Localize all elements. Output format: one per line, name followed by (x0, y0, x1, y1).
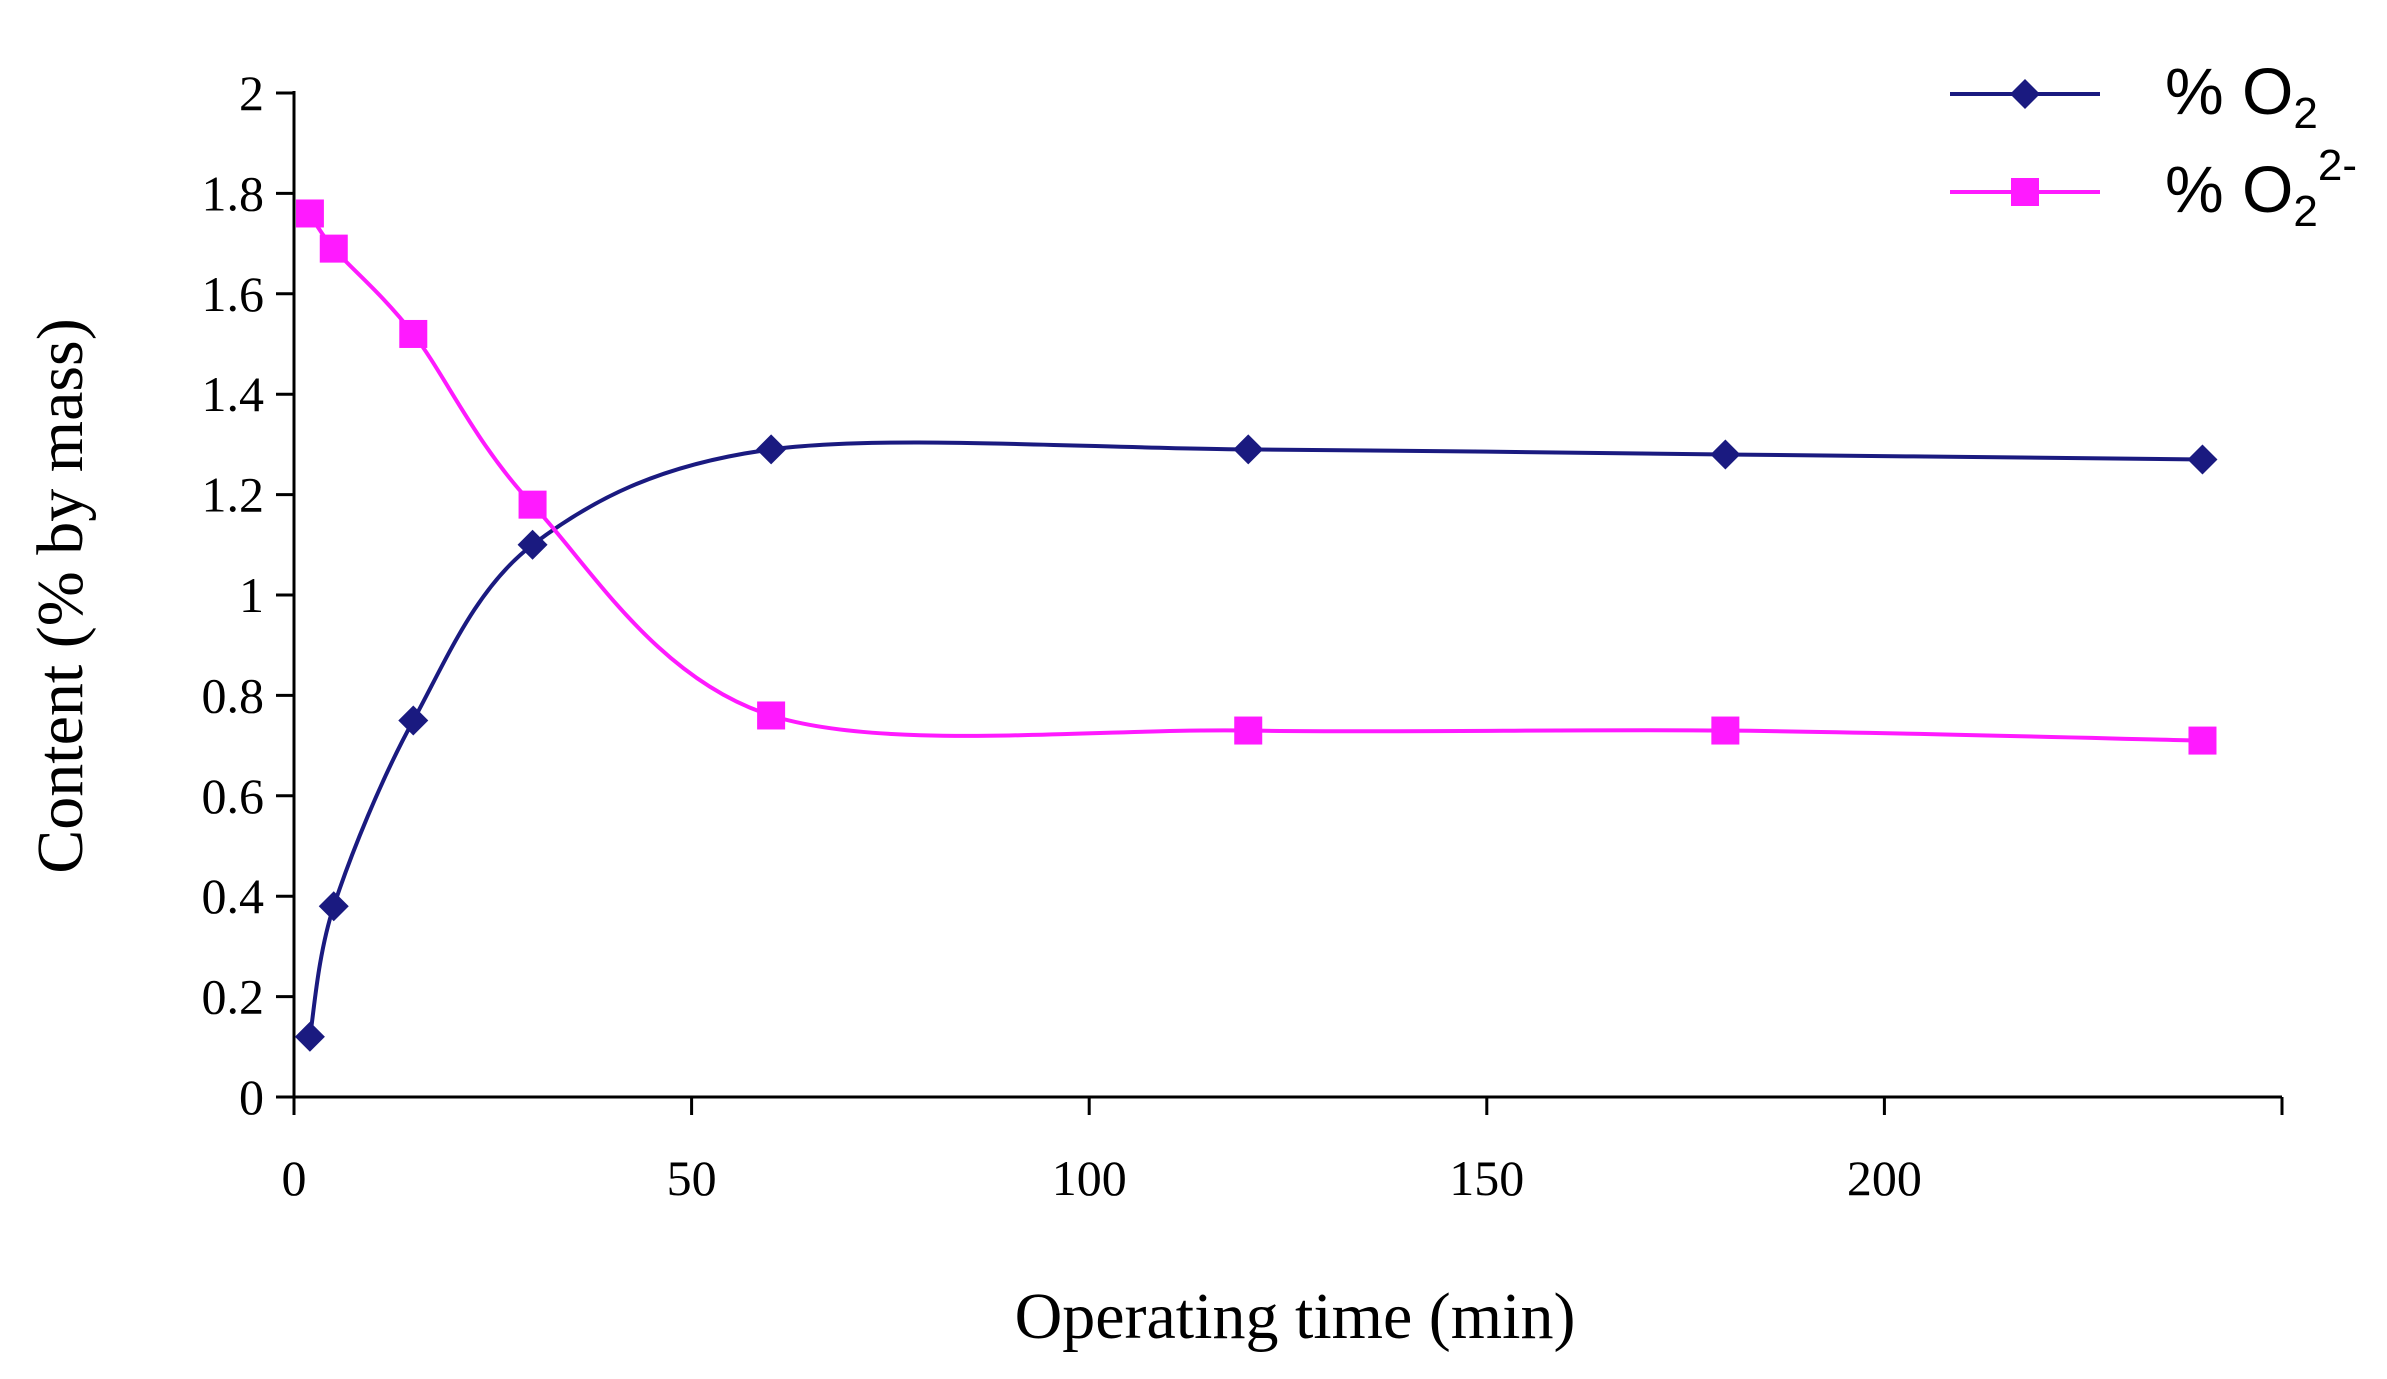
y-tick-label: 2 (239, 65, 264, 121)
y-tick-label: 1.2 (202, 467, 265, 523)
legend-label-main: % O (2165, 152, 2293, 226)
data-point (399, 319, 428, 348)
x-tick-label: 0 (282, 1150, 307, 1206)
axes: 0 0.2 0.4 0.6 0.8 1 1.2 1.4 1.6 1.8 2 0 50 100 150 200 (202, 65, 2284, 1206)
legend: % O2% O22- (1950, 54, 2357, 236)
series-o2-2minus (295, 199, 2217, 755)
y-tick-label: 1.4 (202, 366, 265, 422)
x-axis-title: Operating time (min) (1015, 1280, 1576, 1353)
series-o2 (294, 434, 2218, 1052)
data-point (518, 490, 547, 519)
legend-label-superscript: 2- (2318, 141, 2357, 190)
data-point (1711, 716, 1740, 745)
data-point (294, 1021, 325, 1052)
legend-label-subscript: 2 (2293, 187, 2317, 236)
data-point (295, 199, 324, 228)
data-point (2188, 726, 2217, 755)
y-tick-label: 0.6 (202, 768, 265, 824)
legend-item: % O2 (1950, 54, 2318, 138)
x-tick-label: 50 (667, 1150, 717, 1206)
legend-marker (2011, 178, 2039, 206)
series-layer (294, 199, 2218, 1052)
data-point (756, 434, 787, 465)
y-tick-label: 1.6 (202, 266, 265, 322)
x-tick-label: 200 (1847, 1150, 1922, 1206)
legend-item: % O22- (1950, 141, 2357, 236)
legend-label: % O22- (2165, 141, 2357, 236)
legend-label-subscript: 2 (2293, 89, 2317, 138)
y-tick-label: 1.8 (202, 165, 265, 221)
data-point (398, 705, 429, 736)
data-point (757, 701, 786, 730)
y-tick-label: 0.2 (202, 969, 265, 1025)
y-tick-label: 0 (239, 1069, 264, 1125)
data-point (2187, 444, 2218, 475)
y-axis-title: Content (% by mass) (24, 318, 97, 873)
y-tick-label: 1 (239, 567, 264, 623)
x-tick-label: 100 (1052, 1150, 1127, 1206)
legend-label: % O2 (2165, 54, 2318, 138)
series-line (308, 212, 2203, 743)
y-tick-label: 0.4 (202, 868, 265, 924)
data-point (517, 529, 548, 560)
data-point (1234, 716, 1263, 745)
y-tick-label: 0.8 (202, 667, 265, 723)
data-point (318, 891, 349, 922)
legend-marker (2010, 79, 2040, 109)
data-point (1233, 434, 1264, 465)
legend-label-main: % O (2165, 54, 2293, 128)
data-point (319, 234, 348, 263)
data-point (1710, 439, 1741, 470)
x-tick-label: 150 (1449, 1150, 1524, 1206)
